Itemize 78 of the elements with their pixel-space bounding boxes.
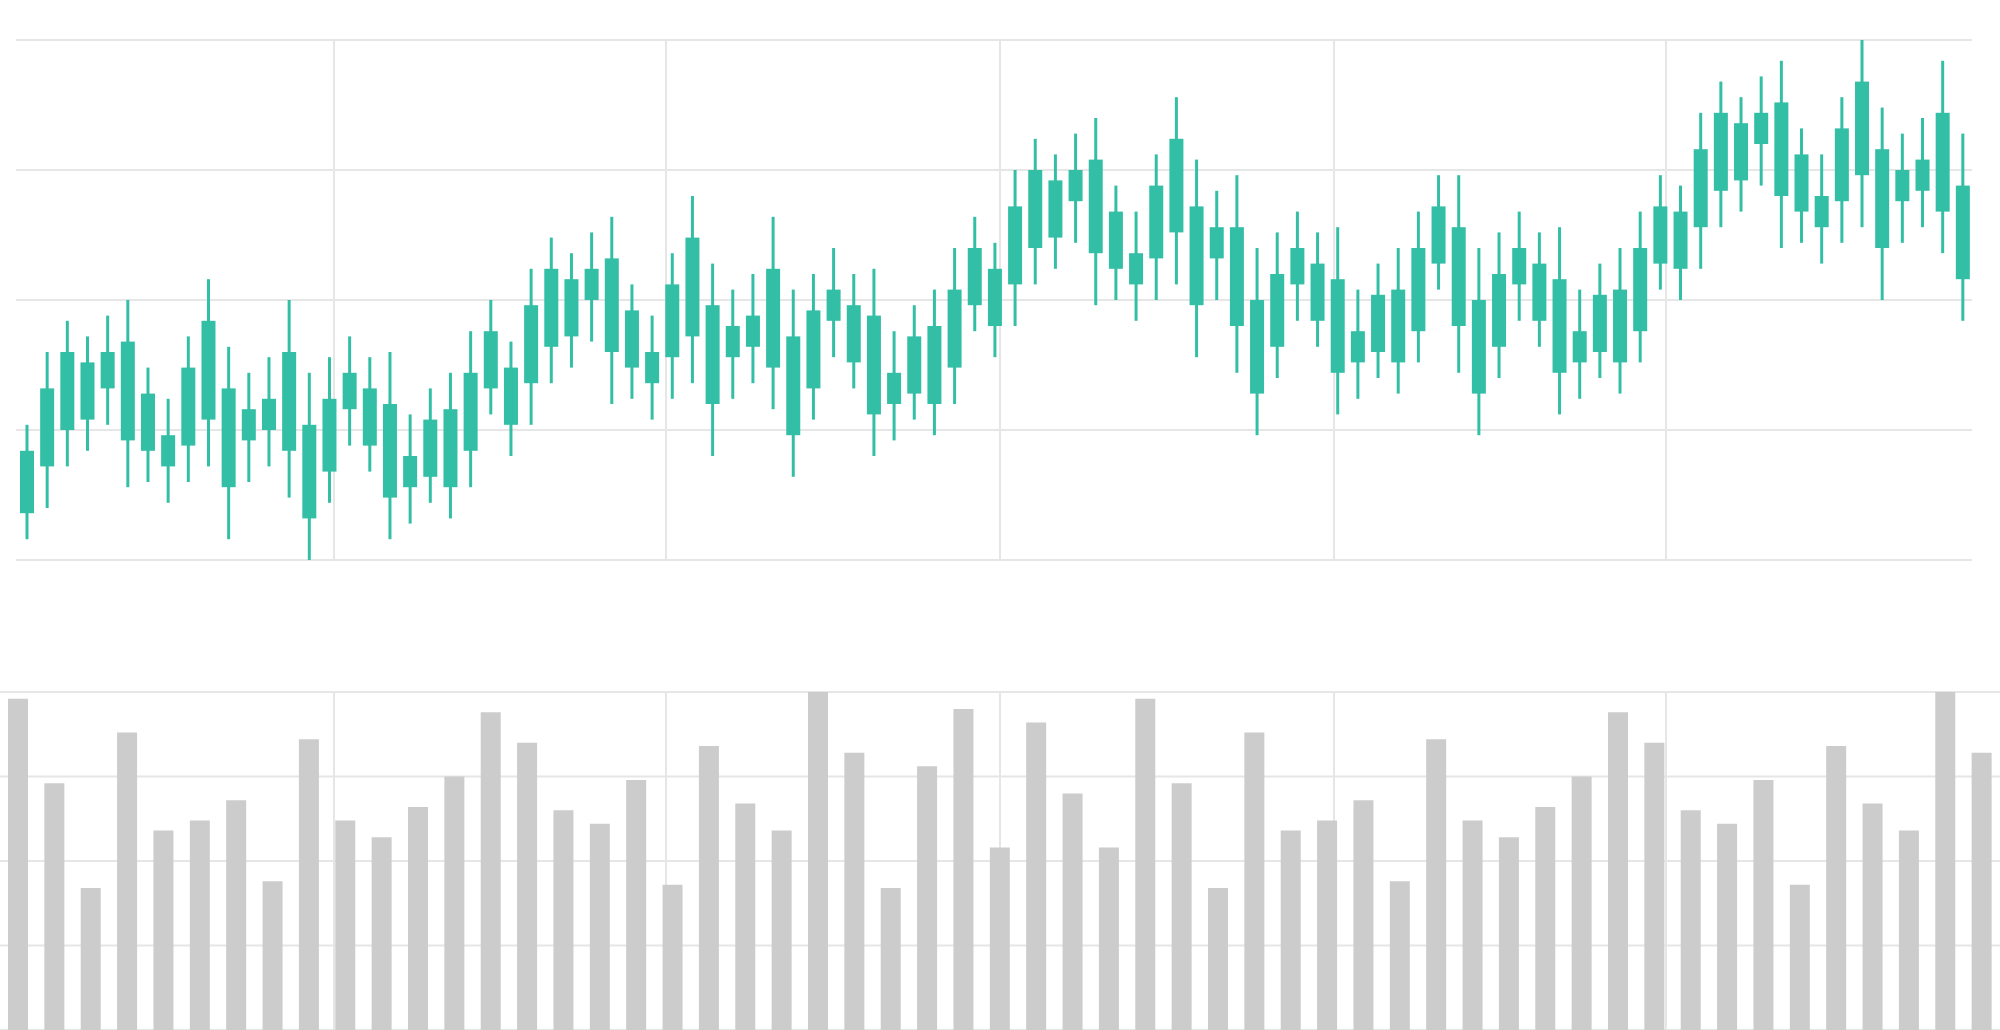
bar	[1826, 746, 1847, 1030]
bar	[1098, 847, 1119, 1030]
candlestick	[1129, 210, 1144, 323]
bar	[408, 806, 428, 1030]
bar	[1680, 810, 1701, 1030]
bar	[1862, 803, 1883, 1030]
candlestick	[584, 230, 599, 344]
bar	[117, 732, 138, 1030]
candlestick	[1350, 288, 1365, 401]
bar	[371, 837, 392, 1030]
bar	[880, 888, 901, 1030]
candlestick	[241, 371, 256, 484]
bar	[1244, 732, 1265, 1030]
candlestick	[1209, 189, 1224, 302]
candlestick	[1068, 132, 1083, 245]
candlestick	[725, 288, 740, 401]
bar	[917, 766, 938, 1030]
candlestick	[100, 314, 115, 427]
bar	[44, 783, 65, 1030]
bar	[1171, 783, 1192, 1030]
bar	[189, 820, 210, 1030]
bar	[1498, 837, 1519, 1030]
bar	[589, 823, 610, 1030]
candlestick	[1512, 210, 1527, 323]
bar	[1717, 823, 1738, 1030]
bar	[1389, 881, 1410, 1030]
bar	[335, 820, 356, 1030]
bar	[1971, 752, 1992, 1030]
bar	[1208, 888, 1228, 1030]
candlestick	[887, 329, 902, 442]
bar	[444, 776, 465, 1030]
bar	[1935, 692, 1956, 1030]
bar	[8, 698, 28, 1030]
bar	[1535, 806, 1556, 1030]
bar	[953, 708, 974, 1030]
candlestick	[1290, 210, 1305, 323]
bar	[1317, 820, 1338, 1030]
bar	[1789, 884, 1810, 1030]
bar	[298, 739, 319, 1030]
candlestick	[1572, 288, 1587, 401]
bar	[1644, 742, 1665, 1030]
bar	[1426, 739, 1447, 1030]
bar	[153, 830, 174, 1030]
candlestick	[826, 246, 841, 359]
bar	[1353, 800, 1374, 1030]
bar	[553, 810, 574, 1030]
bar	[1462, 820, 1483, 1030]
bar	[735, 803, 756, 1030]
candlestick	[342, 334, 357, 448]
bar	[662, 884, 683, 1030]
bar	[1280, 830, 1301, 1030]
bar	[771, 830, 792, 1030]
bar	[1062, 793, 1083, 1030]
candlestick	[745, 272, 760, 385]
bar	[989, 847, 1010, 1030]
candlestick	[1915, 116, 1930, 229]
bar	[262, 881, 283, 1030]
bar	[1898, 830, 1919, 1030]
candlestick	[1814, 152, 1829, 266]
bar	[480, 712, 501, 1030]
bar	[844, 752, 865, 1030]
bar	[1571, 776, 1592, 1030]
bar	[226, 800, 247, 1030]
bar	[1026, 722, 1047, 1030]
candlestick	[261, 355, 276, 468]
bar	[1135, 698, 1156, 1030]
bar	[808, 692, 828, 1030]
bar	[698, 746, 719, 1030]
candlestick	[1895, 132, 1910, 245]
candlestick	[645, 314, 660, 422]
bar	[1608, 712, 1628, 1030]
candlestick	[161, 397, 176, 505]
candlestick	[1754, 74, 1769, 188]
bar	[517, 742, 538, 1030]
bar	[1753, 779, 1774, 1030]
bar	[626, 779, 647, 1030]
candlestick	[403, 412, 418, 526]
bar	[80, 888, 101, 1030]
